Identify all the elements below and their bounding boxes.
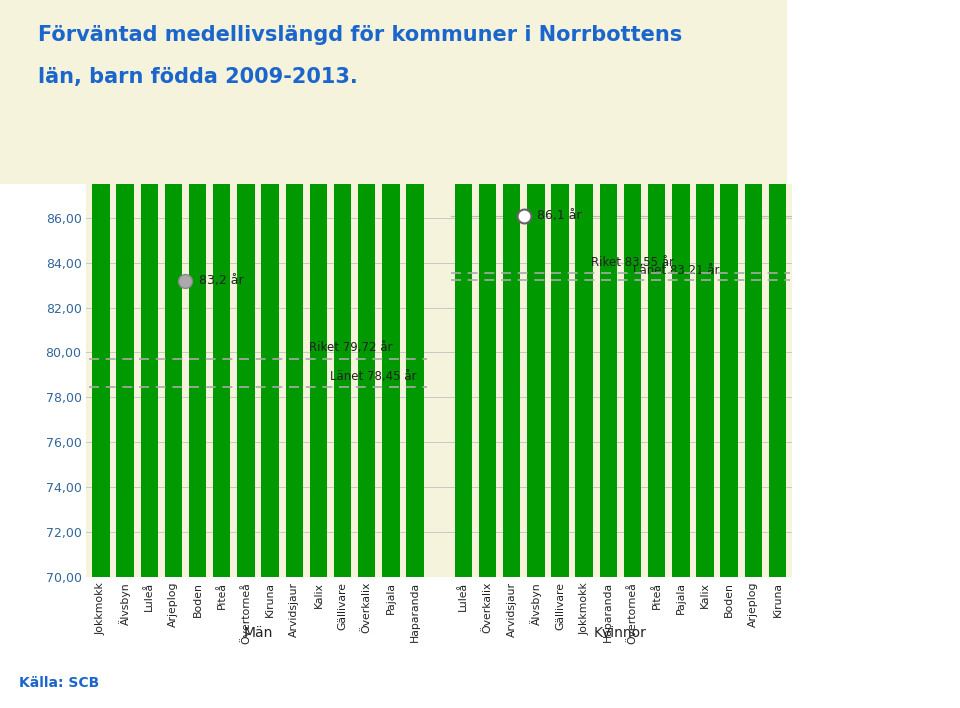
- Text: 86,1 år: 86,1 år: [537, 209, 582, 222]
- Bar: [165, 0, 182, 577]
- Bar: [213, 0, 230, 577]
- Text: Länet 83,21 år: Länet 83,21 år: [633, 264, 719, 277]
- Bar: [116, 0, 133, 577]
- Bar: [503, 0, 520, 577]
- Bar: [745, 0, 762, 577]
- Bar: [455, 0, 472, 577]
- Text: Riket 79,72 år: Riket 79,72 år: [309, 341, 393, 354]
- Text: Källa: SCB: Källa: SCB: [19, 675, 100, 690]
- Bar: [648, 0, 665, 577]
- Bar: [237, 0, 254, 577]
- Text: 83,2 år: 83,2 år: [199, 274, 244, 287]
- Text: Kvinnor: Kvinnor: [594, 626, 647, 640]
- Bar: [624, 0, 641, 577]
- Text: län, barn födda 2009-2013.: län, barn födda 2009-2013.: [38, 67, 358, 87]
- Bar: [551, 0, 568, 577]
- Bar: [140, 0, 158, 577]
- Bar: [672, 0, 689, 577]
- Bar: [334, 0, 351, 577]
- Bar: [600, 0, 617, 577]
- Bar: [575, 0, 593, 577]
- Text: Länet 78,45 år: Länet 78,45 år: [330, 370, 417, 383]
- Text: Riket 83,55 år: Riket 83,55 år: [591, 256, 675, 270]
- Bar: [527, 0, 544, 577]
- Bar: [382, 0, 399, 577]
- Text: Män: Män: [243, 626, 273, 640]
- Bar: [696, 0, 713, 577]
- Bar: [720, 0, 738, 577]
- Bar: [189, 0, 206, 577]
- Text: Förväntad medellivslängd för kommuner i Norrbottens: Förväntad medellivslängd för kommuner i …: [38, 25, 683, 45]
- Bar: [406, 0, 423, 577]
- Bar: [358, 0, 375, 577]
- Bar: [310, 0, 327, 577]
- Bar: [261, 0, 278, 577]
- Bar: [285, 0, 303, 577]
- Bar: [92, 0, 109, 577]
- Bar: [769, 0, 786, 577]
- Bar: [479, 0, 496, 577]
